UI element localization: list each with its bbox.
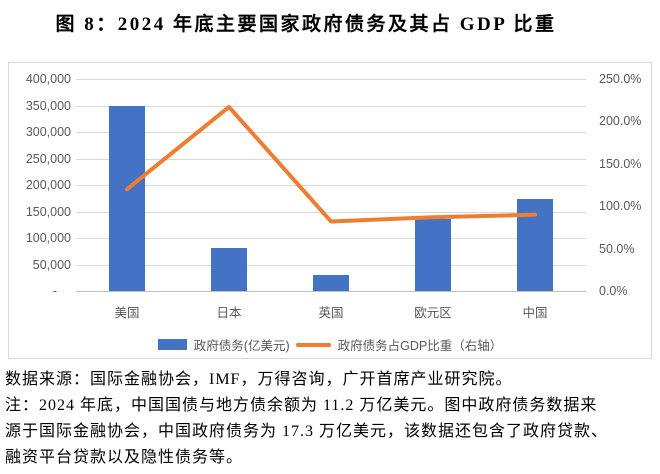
grid-line [76,185,586,186]
legend: 政府债务(亿美元) 政府债务占GDP比重（右轴） [9,335,651,354]
note-line-2: 源于国际金融协会，中国政府债务为 17.3 万亿美元，该数据还包含了政府贷款、 [5,423,609,440]
x-axis-label: 欧元区 [414,306,452,320]
left-axis-tick-label: 50,000 [32,257,71,272]
left-axis-tick-label: 350,000 [25,98,71,113]
x-axis-label: 日本 [216,306,242,320]
bar-日本 [211,247,247,291]
grid-line [76,264,586,266]
right-axis-tick-label: 100.0% [599,199,642,214]
left-axis-tick-label: 400,000 [25,72,71,86]
left-axis-tick-label: 150,000 [25,204,71,219]
line-series-path [125,104,537,224]
left-axis-tick-label: 200,000 [25,178,71,192]
right-axis-tick-label: 200.0% [599,114,642,129]
grid-line [76,238,586,239]
right-axis-tick-label: 250.0% [599,72,642,86]
footnotes: 数据来源：国际金融协会，IMF，万得咨询，广开首席产业研究院。 注：2024 年… [5,367,657,471]
right-axis-tick-label: 0.0% [599,284,628,298]
gdp-ratio-line [125,104,537,224]
grid-line [76,79,586,80]
line-series-label: 政府债务占GDP比重（右轴） [337,339,503,353]
grid-line [76,211,586,213]
left-axis-tick-label: 300,000 [25,125,71,139]
bar-series-swatch [157,339,187,350]
left-axis-tick-label: - [52,284,57,298]
x-axis-label: 中国 [522,306,548,320]
note-line-1: 注：2024 年底，中国国债与地方债余额为 11.2 万亿美元。图中政府债务数据… [5,397,598,414]
grid-line [76,158,586,160]
bar-美国 [109,105,145,291]
x-axis-line [76,291,586,292]
x-axis-label: 英国 [318,306,344,320]
bar-欧元区 [415,219,451,291]
chart-title: 图 8：2024 年底主要国家政府债务及其占 GDP 比重 [55,14,557,35]
grid-line [76,132,586,133]
bar-英国 [313,275,349,291]
x-axis-label: 美国 [114,306,140,320]
note-line-3: 融资平台贷款以及隐性债务等。 [5,449,244,466]
data-source-note: 数据来源：国际金融协会，IMF，万得咨询，广开首席产业研究院。 [5,371,513,388]
grid-line [76,105,586,107]
right-axis-tick-label: 50.0% [599,241,635,256]
line-series-swatch [295,342,331,347]
chart: 400,000 350,000 300,000 250,000 200,000 150,0… [8,62,652,359]
right-axis-tick-label: 150.0% [599,156,642,171]
left-axis-tick-label: 250,000 [25,151,71,166]
bar-series-label: 政府债务(亿美元) [193,339,290,353]
left-axis-tick-label: 100,000 [25,231,71,245]
